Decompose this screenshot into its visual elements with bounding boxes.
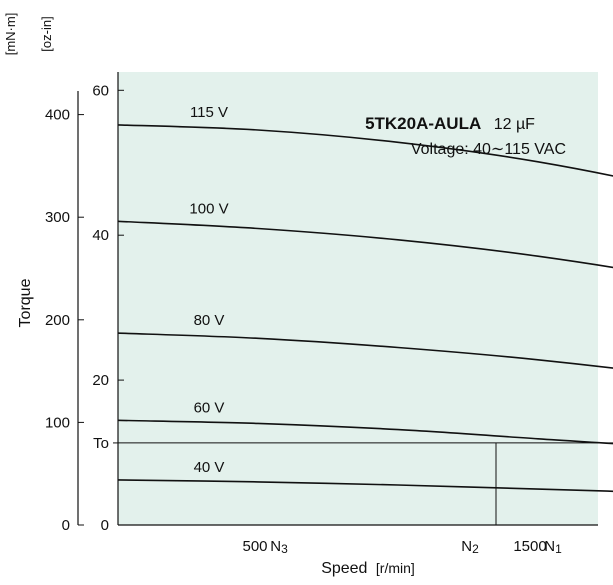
y-tick-label-mnm: 300 — [45, 209, 70, 226]
x-axis-title: Speed [r/min] — [321, 560, 415, 577]
y-tick-label-mnm: 400 — [45, 107, 70, 124]
series-label: 100 V — [189, 200, 228, 217]
torque-point-label: To — [93, 435, 109, 452]
chart-labels: 0 100 200 300 400 0 20 40 60 115 V 100 V 80 V 60 V 40… — [45, 82, 562, 556]
model-name: 5TK20A-AULA — [365, 114, 481, 133]
series-line — [117, 419, 613, 445]
y-tick-label-mnm: 200 — [45, 312, 70, 329]
x-tick-label: 1500 — [513, 538, 546, 555]
y-tick-label-ozin: 60 — [92, 82, 109, 99]
y-tick-label-mnm: 100 — [45, 414, 70, 431]
axes — [77, 72, 598, 526]
series-line — [117, 332, 613, 369]
series-line — [117, 124, 613, 177]
x-axis-label: Speed — [321, 560, 367, 577]
series-label: 115 V — [190, 104, 228, 121]
speed-point-label: N2 — [461, 538, 479, 556]
chart-title: 5TK20A-AULA 12 µF — [365, 114, 535, 133]
x-tick-label: 500 — [242, 538, 267, 555]
chart-subtitle: Voltage: 40∼115 VAC — [411, 141, 566, 158]
series-label: 40 V — [194, 459, 225, 476]
x-axis-unit: [r/min] — [376, 560, 415, 576]
y-tick-label-ozin: 0 — [101, 517, 109, 534]
left-y-unit-label: [mN·m] — [3, 13, 18, 56]
series-lines — [117, 124, 613, 525]
series-line — [117, 479, 613, 493]
series-label: 80 V — [194, 312, 225, 329]
y-tick-label-mnm: 0 — [62, 517, 70, 534]
series-line — [117, 220, 613, 269]
y-axis-label: Torque — [17, 278, 34, 327]
y-tick-label-ozin: 20 — [92, 372, 109, 389]
y-tick-label-ozin: 40 — [92, 227, 109, 244]
capacitor-value: 12 µF — [494, 116, 535, 133]
series-label: 60 V — [194, 399, 225, 416]
speed-point-label: N3 — [270, 538, 288, 556]
plot-area — [118, 72, 598, 525]
right-y-unit-label: [oz-in] — [39, 16, 54, 51]
speed-point-label: N1 — [544, 538, 562, 556]
